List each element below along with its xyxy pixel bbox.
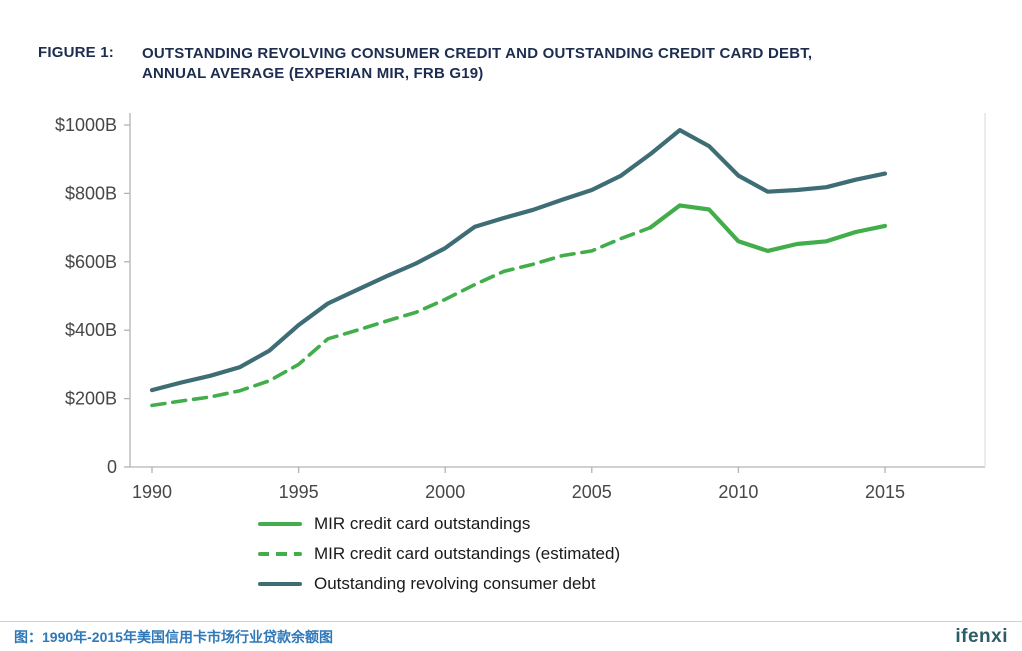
x-tick-label: 2015 [865, 482, 905, 502]
y-tick-label: $200B [65, 389, 117, 409]
legend-item-mir-estimated: MIR credit card outstandings (estimated) [258, 539, 620, 569]
legend-label-revolving-debt: Outstanding revolving consumer debt [314, 574, 596, 593]
footer-bar: 图：1990年-2015年美国信用卡市场行业贷款余额图 ifenxi [0, 621, 1022, 651]
series-line-outstanding-revolving-consumer-debt [149, 128, 888, 393]
y-tick-label: $600B [65, 252, 117, 272]
legend-label-mir-solid: MIR credit card outstandings [314, 514, 531, 533]
x-tick-label: 2010 [718, 482, 758, 502]
legend-swatch-solid-green [258, 522, 302, 526]
y-tick-label: $400B [65, 320, 117, 340]
series-line-mir-credit-card-outstandings-estimated [150, 225, 653, 408]
figure-title-line2: ANNUAL AVERAGE (EXPERIAN MIR, FRB G19) [141, 65, 484, 82]
x-tick-label: 2005 [572, 482, 612, 502]
x-tick-label: 1990 [132, 482, 172, 502]
figure-title-line1: OUTSTANDING REVOLVING CONSUMER CREDIT AN… [141, 45, 813, 62]
figure-label: FIGURE 1: [38, 44, 114, 61]
series-line-mir-credit-card-outstandings [648, 203, 888, 253]
x-tick-label: 1995 [279, 482, 319, 502]
chart-legend: MIR credit card outstandings MIR credit … [258, 509, 620, 599]
footer-caption: 图：1990年-2015年美国信用卡市场行业贷款余额图 [14, 628, 333, 645]
y-tick-label: 0 [107, 457, 117, 477]
y-tick-label: $800B [65, 183, 117, 203]
legend-item-revolving-debt: Outstanding revolving consumer debt [258, 569, 620, 599]
legend-item-mir-solid: MIR credit card outstandings [258, 509, 620, 539]
legend-swatch-solid-teal [258, 582, 302, 586]
figure-title: OUTSTANDING REVOLVING CONSUMER CREDIT AN… [142, 44, 812, 84]
brand-logo: ifenxi [955, 625, 1008, 647]
legend-swatch-dashed-green [258, 552, 302, 556]
x-tick-label: 2000 [425, 482, 465, 502]
y-tick-label: $1000B [55, 115, 117, 135]
legend-label-mir-estimated: MIR credit card outstandings (estimated) [314, 544, 621, 563]
figure-title-block: FIGURE 1: OUTSTANDING REVOLVING CONSUMER… [38, 44, 812, 84]
